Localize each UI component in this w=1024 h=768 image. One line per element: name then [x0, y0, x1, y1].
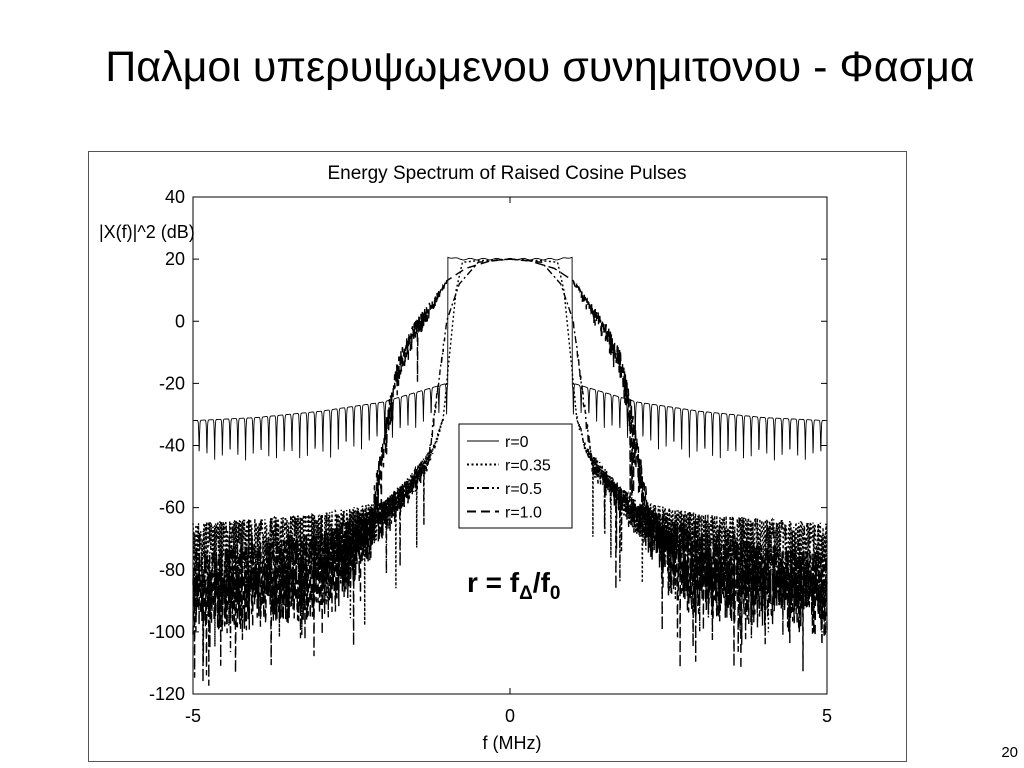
y-tick-label: -100: [149, 622, 185, 642]
y-tick-label: 40: [165, 187, 185, 207]
r-formula-annotation: r = fΔ/f0: [467, 567, 560, 604]
r-formula-main: r = f: [467, 567, 520, 598]
legend-entry-label: r=0.5: [505, 481, 542, 498]
y-tick-label: -120: [149, 684, 185, 704]
y-tick-label: -60: [159, 498, 185, 518]
y-tick-label: -80: [159, 560, 185, 580]
y-tick-label: 20: [165, 249, 185, 269]
y-axis-label: |X(f)|^2 (dB): [99, 222, 195, 242]
x-tick-label: -5: [185, 706, 201, 726]
slide-title: Παλμοι υπερυψωμενου συνημιτονου - Φασμα: [105, 43, 975, 91]
y-tick-label: -40: [159, 436, 185, 456]
r-formula-sub-zero: 0: [550, 583, 561, 604]
legend-entry-label: r=0: [505, 434, 529, 451]
r-formula-sub-delta: Δ: [519, 583, 533, 604]
curve-group: [192, 256, 828, 686]
x-tick-label: 0: [505, 706, 515, 726]
legend-entry-label: r=1.0: [505, 505, 542, 522]
legend: r=0 r=0.35 r=0.5 r=1.0: [458, 423, 573, 529]
figure-frame: 40 20 0 -20 -40 -60 -80 -100 -120 -5 0 5 Energy Spe…: [88, 151, 907, 762]
chart-title: Energy Spectrum of Raised Cosine Pulses: [327, 163, 686, 184]
y-tick-label: -20: [159, 373, 185, 393]
y-tick-label: 0: [175, 311, 185, 331]
series-line-r-1-0: [192, 258, 828, 678]
slide-number: 20: [1001, 744, 1018, 761]
x-axis-label: f (MHz): [483, 733, 542, 753]
series-line-r-0: [192, 256, 828, 461]
spectrum-chart: 40 20 0 -20 -40 -60 -80 -100 -120-5 0 5 Energy Spe…: [99, 163, 832, 753]
tick-group: 40 20 0 -20 -40 -60 -80 -100 -120-5 0 5: [149, 187, 832, 726]
x-tick-label: 5: [822, 706, 832, 726]
legend-entry-label: r=0.35: [505, 458, 551, 475]
r-formula-slash: /f: [533, 567, 551, 598]
